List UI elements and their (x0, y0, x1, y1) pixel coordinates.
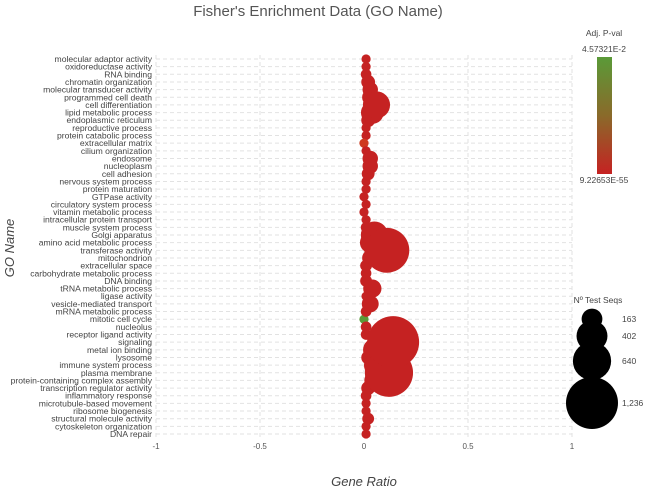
y-tick-label: plasma membrane (81, 368, 152, 378)
size-legend-title: Nº Test Seqs (574, 295, 623, 305)
y-tick-label: mRNA metabolic process (56, 307, 152, 317)
y-tick-label: protein catabolic process (57, 131, 152, 141)
data-points (359, 54, 420, 439)
y-tick-label: inflammatory response (65, 391, 152, 401)
y-tick-label: vitamin metabolic process (53, 207, 152, 217)
y-tick-label: carbohydrate metabolic process (30, 268, 152, 278)
data-point (360, 321, 372, 333)
data-point (361, 398, 371, 409)
x-tick-label: 1 (570, 442, 575, 451)
y-tick-label: ligase activity (101, 291, 153, 301)
data-point (362, 158, 378, 174)
size-legend-label: 402 (622, 331, 636, 341)
size-legend: Nº Test Seqs 163 402 640 1,236 (566, 295, 644, 429)
color-legend-min: 9.22653E-55 (580, 175, 629, 185)
data-point (367, 316, 420, 369)
color-legend: Adj. P-val 4.57321E-2 9.22653E-55 (580, 28, 629, 185)
y-tick-label: cytoskeleton organization (55, 421, 152, 431)
y-tick-label: nucleolus (116, 322, 152, 332)
y-tick-labels: molecular adaptor activityoxidoreductase… (11, 54, 153, 439)
y-tick-label: molecular transducer activity (43, 85, 153, 95)
y-tick-label: amino acid metabolic process (39, 238, 152, 248)
x-axis-title: Gene Ratio (331, 474, 397, 489)
y-tick-label: oxidoreductase activity (65, 62, 153, 72)
y-tick-label: RNA binding (104, 69, 152, 79)
data-point (363, 279, 382, 298)
data-point (361, 54, 371, 64)
y-tick-label: transcription regulator activity (40, 383, 152, 393)
data-point (361, 130, 371, 141)
y-tick-label: intracellular protein transport (43, 215, 153, 225)
data-point (361, 215, 371, 225)
y-tick-label: mitochondrion (98, 253, 152, 263)
data-point (361, 429, 371, 439)
data-point (362, 91, 391, 119)
y-tick-label: cell differentiation (85, 100, 152, 110)
y-tick-label: microtubule-based movement (39, 398, 153, 408)
data-point (361, 199, 371, 210)
size-legend-label: 163 (622, 314, 636, 324)
color-legend-title: Adj. P-val (586, 28, 622, 38)
y-tick-label: nucleoplasm (104, 161, 152, 171)
size-legend-circle (566, 377, 618, 429)
y-tick-label: circulatory system process (51, 199, 152, 209)
y-tick-label: extracellular matrix (80, 138, 153, 148)
x-tick-label: 0.5 (462, 442, 474, 451)
data-point (359, 192, 369, 202)
y-tick-label: lysosome (116, 352, 153, 362)
data-point (362, 412, 375, 425)
x-tick-label: 0 (362, 442, 367, 451)
size-legend-circle (572, 341, 612, 381)
x-tick-label: -0.5 (253, 442, 267, 451)
y-tick-label: signaling (118, 337, 152, 347)
grid (155, 55, 573, 438)
data-point (361, 62, 371, 72)
y-tick-label: receptor ligand activity (66, 330, 152, 340)
y-tick-label: programmed cell death (64, 92, 152, 102)
y-tick-label: DNA binding (104, 276, 152, 286)
y-tick-label: DNA repair (110, 429, 152, 439)
chart-title: Fisher's Enrichment Data (GO Name) (193, 3, 443, 20)
data-point (359, 138, 369, 148)
data-point (364, 227, 410, 273)
size-legend-label: 1,236 (622, 398, 644, 408)
y-tick-label: reproductive process (72, 123, 152, 133)
data-point (361, 295, 379, 313)
y-tick-label: transferase activity (80, 245, 152, 255)
data-point (359, 207, 369, 217)
y-tick-label: tRNA metabolic process (60, 284, 152, 294)
data-point (361, 184, 371, 194)
x-tick-label: -1 (152, 442, 160, 451)
x-tick-labels: -1 -0.5 0 0.5 1 (152, 442, 574, 451)
y-tick-label: ribosome biogenesis (73, 406, 152, 416)
y-tick-label: vesicle-mediated transport (51, 299, 152, 309)
y-tick-label: structural molecule activity (51, 414, 152, 424)
y-tick-label: extracellular space (80, 261, 152, 271)
y-tick-label: endoplasmic reticulum (67, 115, 153, 125)
y-axis-title: GO Name (2, 219, 17, 278)
y-tick-label: metal ion binding (87, 345, 152, 355)
y-tick-label: lipid metabolic process (65, 108, 152, 118)
y-tick-label: cell adhesion (102, 169, 152, 179)
y-tick-label: protein maturation (83, 184, 152, 194)
y-tick-label: endosome (112, 153, 152, 163)
y-tick-label: molecular adaptor activity (55, 54, 153, 64)
data-point (359, 314, 369, 324)
size-legend-label: 640 (622, 356, 636, 366)
y-tick-label: cilium organization (81, 146, 152, 156)
y-tick-label: nervous system process (59, 176, 152, 186)
color-legend-gradient (597, 57, 612, 174)
y-tick-label: muscle system process (63, 222, 152, 232)
y-tick-label: protein-containing complex assembly (11, 375, 153, 385)
y-tick-label: mitotic cell cycle (90, 314, 152, 324)
y-tick-label: immune system process (59, 360, 152, 370)
color-legend-max: 4.57321E-2 (582, 44, 626, 54)
y-tick-label: GTPase activity (92, 192, 153, 202)
y-tick-label: Golgi apparatus (91, 230, 152, 240)
y-tick-label: chromatin organization (65, 77, 152, 87)
